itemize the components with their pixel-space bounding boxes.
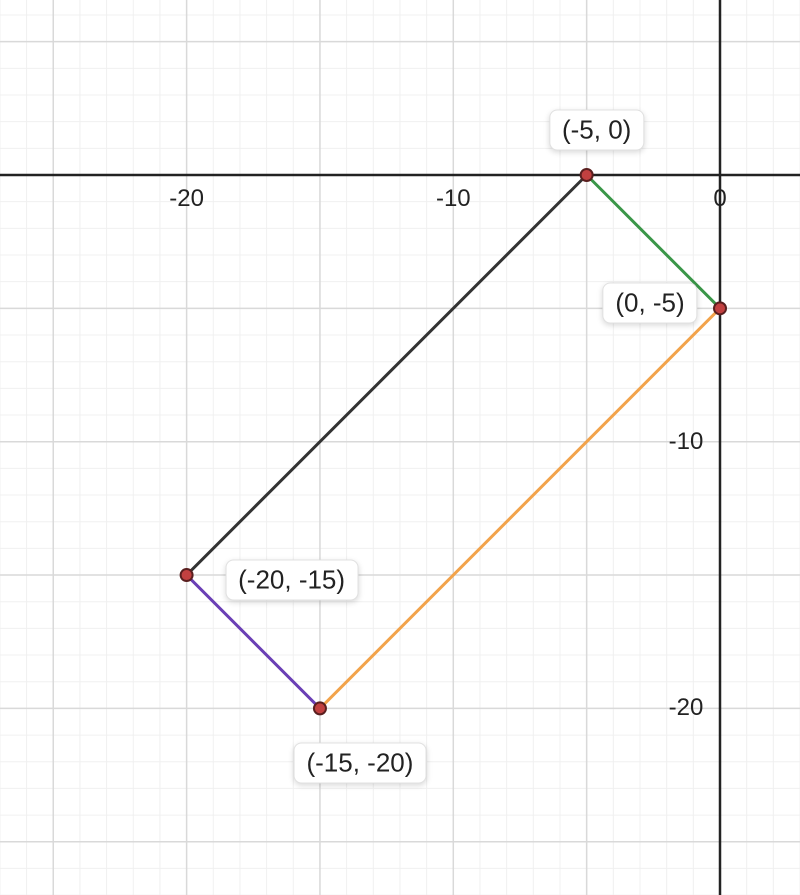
point-label: (0, -5) bbox=[602, 283, 697, 324]
y-tick-label: -20 bbox=[669, 694, 704, 722]
point-label: (-5, 0) bbox=[549, 110, 644, 151]
point-label: (-15, -20) bbox=[293, 743, 426, 784]
x-tick-label: 0 bbox=[713, 185, 726, 213]
point-label: (-20, -15) bbox=[225, 560, 358, 601]
x-tick-label: -20 bbox=[169, 185, 204, 213]
vertex-point bbox=[181, 569, 193, 581]
y-tick-label: -10 bbox=[669, 428, 704, 456]
vertex-point bbox=[314, 702, 326, 714]
polygon-edge bbox=[187, 175, 587, 575]
x-tick-label: -10 bbox=[436, 185, 471, 213]
polygon-edge bbox=[320, 308, 720, 708]
vertex-point bbox=[581, 169, 593, 181]
vertex-point bbox=[714, 302, 726, 314]
graph-canvas: -20-100-5-10-20(-5, 0)(0, -5)(-15, -20)(… bbox=[0, 0, 800, 895]
